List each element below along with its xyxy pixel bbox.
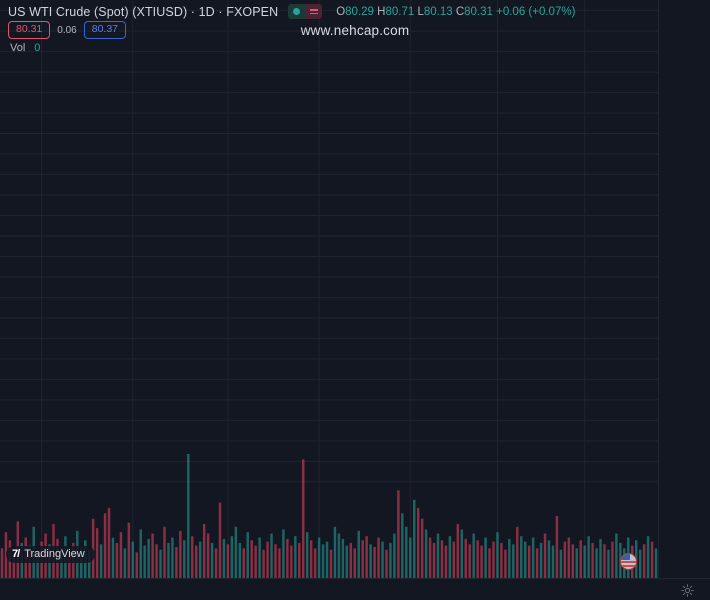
chart-plot-area[interactable]: [0, 0, 658, 578]
bid-ask-row: 80.31 0.06 80.37: [8, 21, 127, 39]
status-badges[interactable]: [288, 4, 323, 19]
tradingview-mark-icon: 7/: [12, 548, 20, 560]
high-value: 80.71: [385, 5, 415, 18]
symbol-title[interactable]: US WTI Crude (Spot) (XTIUSD) · 1D · FXOP…: [8, 4, 279, 19]
chart-gridlines: [0, 0, 658, 578]
low-label: L: [417, 5, 424, 18]
ohlc-values: O80.29 H80.71 L80.13 C80.31 +0.06 (+0.07…: [336, 6, 575, 18]
chart-legend-header: US WTI Crude (Spot) (XTIUSD) · 1D · FXOP…: [8, 4, 575, 19]
tradingview-logo[interactable]: 7/ TradingView: [6, 546, 95, 563]
low-value: 80.13: [423, 5, 453, 18]
close-value: 80.31: [464, 5, 493, 18]
volume-legend[interactable]: Vol 0: [10, 42, 40, 54]
high-label: H: [377, 5, 386, 18]
volume-label: Vol: [10, 42, 26, 54]
open-value: 80.29: [345, 5, 374, 18]
us-flag-icon: [620, 553, 637, 570]
tradingview-name: TradingView: [24, 548, 85, 560]
spread-value: 0.06: [57, 24, 77, 36]
candlestick-series: [0, 454, 658, 578]
data-quality-icon[interactable]: [305, 4, 323, 19]
open-label: O: [336, 5, 346, 18]
market-open-dot-icon[interactable]: [288, 4, 306, 19]
change-value: +0.06 (+0.07%): [496, 5, 576, 18]
bid-price-pill[interactable]: 80.31: [8, 21, 51, 39]
price-scale[interactable]: [658, 0, 710, 578]
gear-icon[interactable]: [681, 584, 694, 597]
close-label: C: [455, 5, 465, 18]
volume-value: 0: [34, 42, 41, 54]
ask-price-pill[interactable]: 80.37: [83, 21, 127, 39]
time-scale[interactable]: [0, 578, 710, 600]
